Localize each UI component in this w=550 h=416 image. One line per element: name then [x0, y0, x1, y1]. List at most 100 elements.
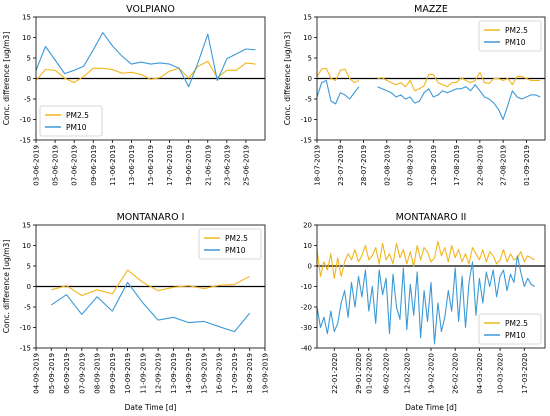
x-tick-label: 15-09-2019	[200, 353, 208, 394]
series-line-pm10	[316, 79, 360, 105]
series-line-pm25	[316, 67, 360, 84]
legend-label: PM10	[505, 38, 526, 47]
y-tick-label: 10	[303, 242, 312, 250]
plot-frame	[35, 16, 266, 141]
x-tick-label: 04-03-2020	[476, 353, 484, 394]
y-tick-label: 15	[303, 14, 312, 22]
series-line-pm10	[316, 255, 535, 345]
x-tick-label: 10-03-2020	[497, 353, 505, 394]
legend-label: PM2.5	[66, 111, 89, 120]
series-line-pm10	[377, 84, 541, 121]
x-tick-label: 17-06-2019	[166, 145, 174, 186]
x-tick-label: 05-06-2019	[52, 145, 60, 186]
series-line-pm10	[35, 32, 256, 88]
x-tick-label: 13-06-2019	[128, 145, 136, 186]
legend-label: PM2.5	[225, 234, 248, 243]
x-tick-label: 06-02-2020	[383, 353, 391, 394]
y-tick-label: 0	[308, 75, 312, 83]
y-tick-label: -40	[301, 345, 312, 353]
y-tick-label: -5	[305, 96, 312, 104]
subplot-3: MONTANARO I -15 -10 -5 0 5 10 15 04-09-2019 05-09…	[2, 212, 270, 412]
y-tick-label: -10	[20, 324, 31, 332]
chart-title: MAZZE	[414, 4, 448, 15]
x-tick-label: 15-06-2019	[147, 145, 155, 186]
y-tick-label: 5	[27, 55, 31, 63]
x-tick-label: 29-01-2020	[355, 353, 363, 394]
y-tick-label: -15	[20, 345, 31, 353]
x-tick-label: 21-06-2019	[204, 145, 212, 186]
x-tick-label: 01-09-2019	[523, 145, 531, 186]
x-tick-label: 17-03-2020	[521, 353, 529, 394]
legend: PM2.5 PM10	[478, 20, 542, 52]
x-tick-label: 04-09-2019	[33, 353, 41, 394]
legend-box	[198, 228, 262, 260]
series-line-pm25	[316, 240, 535, 279]
legend-box	[478, 313, 542, 345]
y-axis-label: Conc. difference [ug/m3]	[283, 32, 292, 126]
x-tick-label: 12-09-2019	[155, 353, 163, 394]
y-tick-label: 15	[22, 14, 31, 22]
plot-frame	[316, 16, 546, 141]
subplot-4: MONTANARO II -40 -30 -20 -10 0 10 20 22-01-2020 2…	[301, 212, 546, 412]
x-tick-label: 06-09-2019	[63, 353, 71, 394]
legend-box	[478, 20, 542, 52]
legend-label: PM10	[66, 123, 87, 132]
x-tick-label: 22-01-2020	[331, 353, 339, 394]
x-tick-label: 26-02-2020	[452, 353, 460, 394]
plot-frame	[316, 224, 546, 349]
subplot-1: VOLPIANO -15 -10 -5 0 5 10 15 03-06-2019 05-06-20…	[2, 4, 266, 186]
y-tick-label: -10	[301, 116, 312, 124]
x-tick-label: 19-02-2020	[428, 353, 436, 394]
y-tick-label: -15	[301, 137, 312, 145]
x-tick-label: 23-06-2019	[223, 145, 231, 186]
x-tick-label: 17-09-2019	[231, 353, 239, 394]
x-tick-label: 25-06-2019	[242, 145, 250, 186]
y-tick-label: 5	[308, 55, 312, 63]
x-tick-label: 27-08-2019	[500, 145, 508, 186]
x-tick-label: 17-08-2019	[453, 145, 461, 186]
x-tick-label: 16-09-2019	[216, 353, 224, 394]
x-tick-label: 07-09-2019	[78, 353, 86, 394]
subplot-2: MAZZE -15 -10 -5 0 5 10 15 18-07-2019 23-07-2019 2…	[283, 4, 546, 186]
x-tick-label: 14-09-2019	[185, 353, 193, 394]
legend-label: PM10	[505, 331, 526, 340]
y-tick-label: 0	[27, 283, 31, 291]
x-tick-label: 12-02-2020	[403, 353, 411, 394]
y-tick-label: 15	[22, 222, 31, 230]
x-tick-label: 01-02-2020	[365, 353, 373, 394]
series-line-pm10	[50, 281, 251, 333]
y-tick-label: 20	[303, 222, 312, 230]
x-tick-label: 22-08-2019	[476, 145, 484, 186]
chart-title: MONTANARO I	[117, 212, 185, 223]
x-axis-label: Date Time [d]	[125, 403, 177, 412]
x-tick-label: 28-07-2019	[360, 145, 368, 186]
y-tick-label: 10	[22, 34, 31, 42]
x-tick-label: 19-06-2019	[185, 145, 193, 186]
x-tick-label: 23-07-2019	[337, 145, 345, 186]
y-tick-label: 0	[308, 263, 312, 271]
x-tick-label: 13-09-2019	[170, 353, 178, 394]
x-axis-label: Date Time [d]	[405, 403, 457, 412]
x-tick-label: 07-06-2019	[71, 145, 79, 186]
legend-label: PM2.5	[505, 26, 528, 35]
legend: PM2.5 PM10	[478, 313, 542, 345]
x-tick-label: 12-08-2019	[430, 145, 438, 186]
x-tick-label: 09-06-2019	[90, 145, 98, 186]
x-tick-label: 05-09-2019	[48, 353, 56, 394]
y-axis-label: Conc. difference [ug/m3]	[2, 32, 11, 126]
legend-label: PM10	[225, 246, 246, 255]
y-tick-label: -30	[301, 324, 312, 332]
x-tick-label: 10-09-2019	[124, 353, 132, 394]
x-tick-label: 18-07-2019	[314, 145, 322, 186]
y-tick-label: -5	[24, 96, 31, 104]
x-tick-label: 02-08-2019	[383, 145, 391, 186]
y-tick-label: -5	[24, 304, 31, 312]
x-tick-label: 18-09-2019	[246, 353, 254, 394]
y-tick-label: -10	[301, 283, 312, 291]
x-tick-label: 03-06-2019	[33, 145, 41, 186]
legend-label: PM2.5	[505, 319, 528, 328]
x-tick-label: 11-09-2019	[139, 353, 147, 394]
legend: PM2.5 PM10	[198, 228, 262, 260]
y-tick-label: 0	[27, 75, 31, 83]
